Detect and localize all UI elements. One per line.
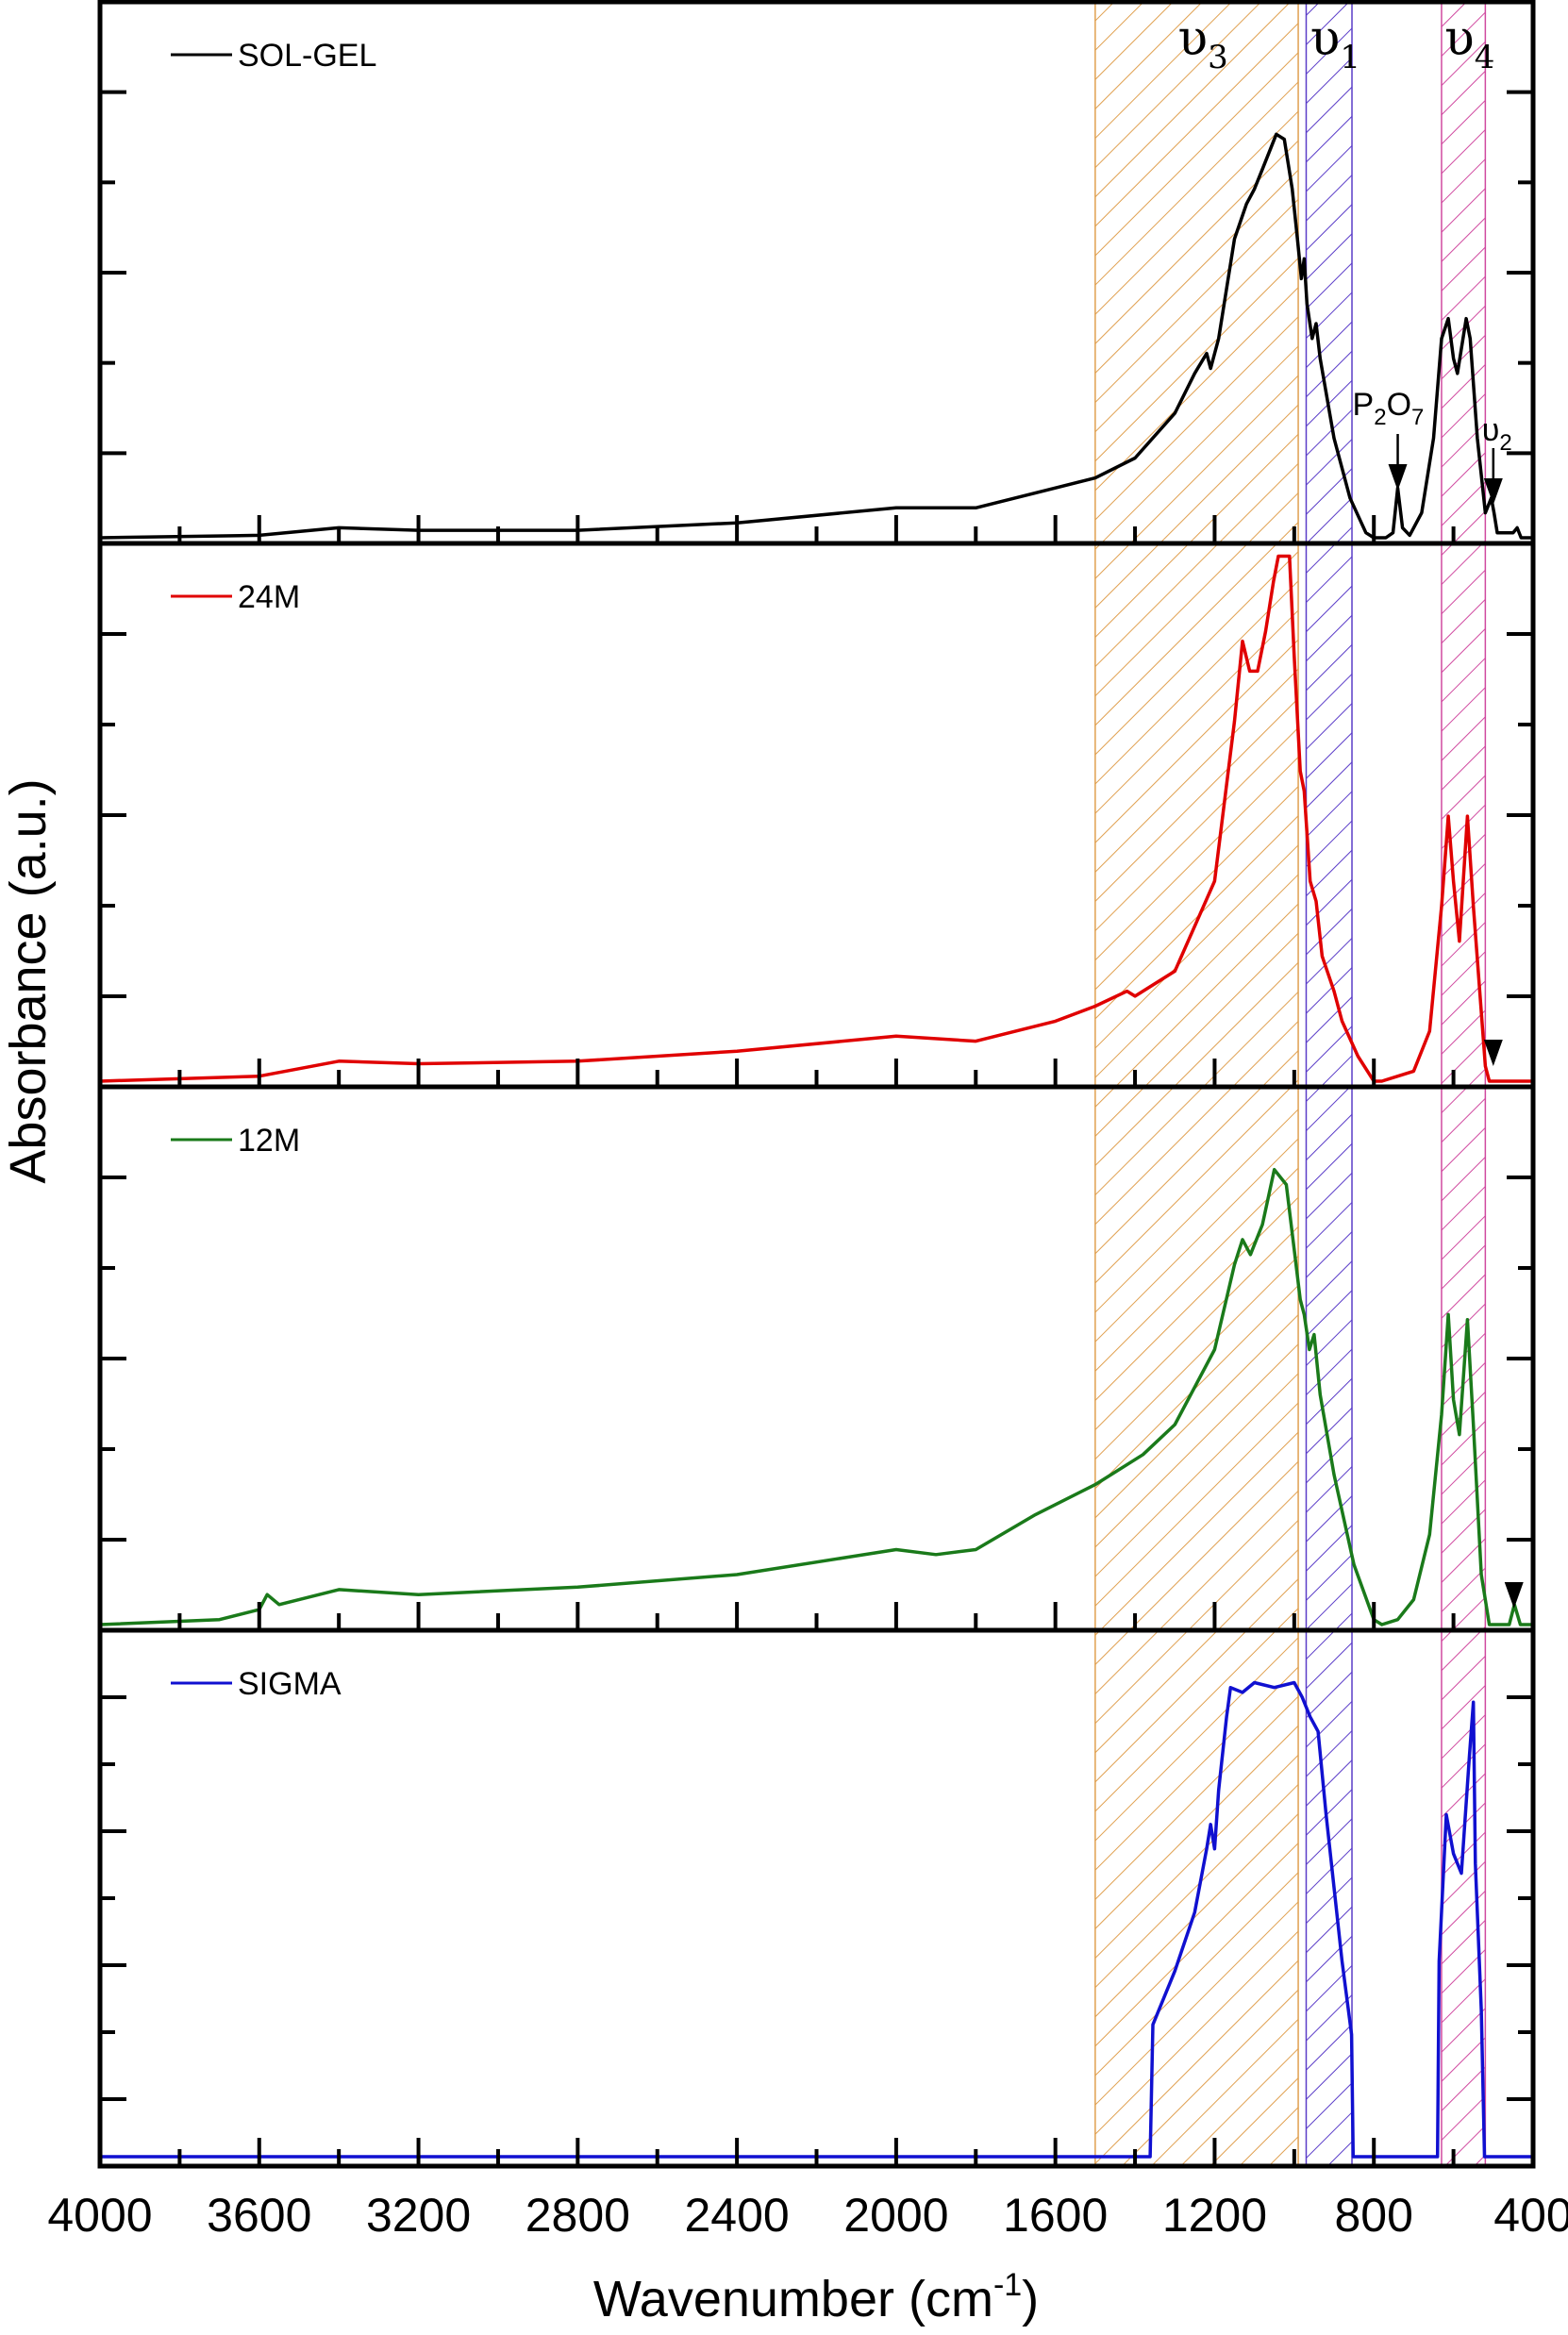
legend-label-24m: 24M (238, 579, 300, 615)
annotation-arrow-head (1483, 1040, 1503, 1066)
legend-label-12m: 12M (238, 1123, 300, 1159)
band-label-sub: 3 (1208, 39, 1228, 76)
x-tick-label-1600: 1600 (1003, 2189, 1108, 2242)
y-axis-title: Absorbance (a.u.) (0, 778, 57, 1183)
annotation-arrow-head (1483, 478, 1503, 505)
series-line-24m (100, 554, 1533, 1083)
annotation-text: υ (1482, 412, 1500, 448)
band-label-sub: 4 (1475, 39, 1495, 76)
x-tick-label-4000: 4000 (47, 2189, 152, 2242)
legend-label-sigma: SIGMA (238, 1666, 342, 1702)
series-line-12m (100, 1167, 1533, 1626)
band-υ1 (1305, 1, 1353, 2167)
x-tick-label-2000: 2000 (843, 2189, 948, 2242)
annotation-sub: 2 (1499, 430, 1511, 456)
x-tick-label-3600: 3600 (207, 2189, 311, 2242)
band-label: υ4 (1444, 10, 1494, 76)
x-tick-label-3200: 3200 (366, 2189, 471, 2242)
band-υ3 (1094, 1, 1299, 2167)
band-label: υ1 (1310, 10, 1360, 76)
annotation-text: O (1387, 387, 1411, 423)
band-regions: υ3 υ1 υ4 (1094, 1, 1494, 2167)
x-axis-title-main: Wavenumber (cm (593, 2271, 993, 2327)
x-axis-title-close: ) (1022, 2271, 1039, 2327)
annotation-sub: 2 (1374, 405, 1386, 430)
band-label-sub: 1 (1340, 39, 1360, 76)
x-tick-label-2400: 2400 (684, 2189, 789, 2242)
annotation-sub: 7 (1411, 405, 1424, 430)
annotation-arrow-head (1504, 1582, 1524, 1609)
annotation-label: υ2 (1482, 412, 1512, 456)
x-axis-title-sup: -1 (993, 2267, 1022, 2303)
annotation-text: P (1353, 387, 1375, 423)
x-tick-label-1200: 1200 (1162, 2189, 1267, 2242)
series-line-sol-gel (100, 132, 1533, 540)
series-line-sigma (100, 1680, 1533, 2159)
x-axis-title: Wavenumber (cm-1) (593, 2267, 1039, 2327)
legend-label-sol-gel: SOL-GEL (238, 38, 376, 74)
annotation-label: P2O7 (1353, 387, 1425, 430)
x-tick-label-800: 800 (1335, 2189, 1413, 2242)
x-axis-ticks: 4000 3600 3200 2800 2400 2000 1600 1200 800 400 (47, 515, 1568, 2242)
x-tick-label-2800: 2800 (525, 2189, 630, 2242)
annotation-arrow-head (1388, 464, 1408, 491)
x-tick-label-400: 400 (1493, 2189, 1568, 2242)
series-lines: SOL-GEL 24M 12M SIGMA (100, 38, 1533, 2159)
annotations: P2O7 υ2 (1353, 387, 1524, 1609)
